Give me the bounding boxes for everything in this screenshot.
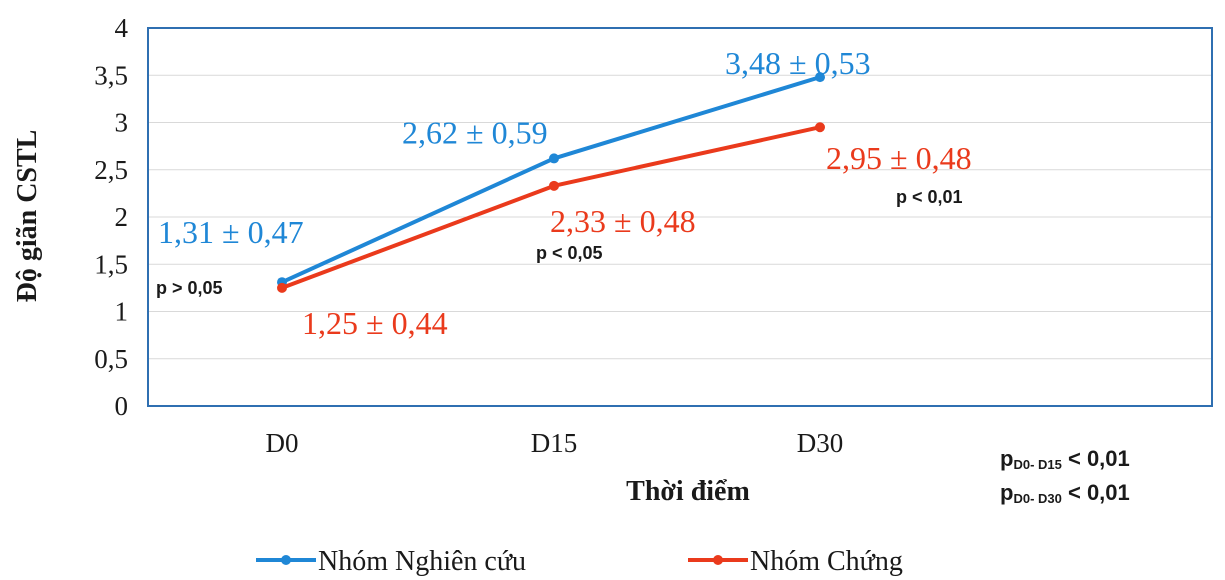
data-label: 1,25 ± 0,44 [302,305,448,341]
data-label: 3,48 ± 0,53 [725,45,871,81]
y-tick-label: 2,5 [94,155,128,185]
y-tick-label: 3 [115,108,129,138]
plot-frame [147,27,1213,407]
legend-label: Nhóm Nghiên cứu [318,546,526,577]
data-point [277,282,287,293]
legend-marker [713,555,723,565]
x-axis-ticks: D0 D15 D30 [266,428,844,458]
data-point [815,122,825,133]
data-label: 2,62 ± 0,59 [402,114,548,150]
p-value-label: p > 0,05 [156,278,223,298]
data-point [549,153,559,164]
y-tick-label: 4 [115,13,129,43]
significance-note: pD0- D30 < 0,01 [1000,480,1130,506]
x-tick-label: D0 [266,428,299,458]
significance-notes: pD0- D15 < 0,01 pD0- D30 < 0,01 [1000,446,1130,506]
y-tick-label: 0 [115,391,129,421]
data-point [815,72,825,83]
legend: Nhóm Nghiên cứu Nhóm Chứng [256,546,903,577]
series-lines [277,72,825,293]
y-tick-label: 0,5 [94,344,128,374]
y-tick-label: 1 [115,297,129,327]
legend-label: Nhóm Chứng [750,546,903,577]
data-label: 2,33 ± 0,48 [550,203,696,239]
x-tick-label: D30 [797,428,844,458]
value-labels: 1,31 ± 0,47 2,62 ± 0,59 3,48 ± 0,53 1,25 ± … [158,45,972,341]
y-axis-title: Độ giãn CSTL [12,130,43,303]
data-point [549,180,559,191]
significance-note: pD0- D15 < 0,01 [1000,446,1130,472]
legend-marker [281,555,291,565]
x-axis-title: Thời điểm [626,476,750,507]
y-tick-label: 3,5 [94,60,128,90]
p-value-label: p < 0,05 [536,243,603,263]
y-tick-label: 1,5 [94,249,128,279]
y-tick-label: 2 [115,202,129,232]
data-label: 2,95 ± 0,48 [826,140,972,176]
data-label: 1,31 ± 0,47 [158,214,304,250]
p-value-label: p < 0,01 [896,187,963,207]
x-tick-label: D15 [531,428,578,458]
p-value-labels: p > 0,05 p < 0,05 p < 0,01 [156,187,963,298]
y-axis-ticks: 0 0,5 1 1,5 2 2,5 3 3,5 4 [94,13,128,421]
